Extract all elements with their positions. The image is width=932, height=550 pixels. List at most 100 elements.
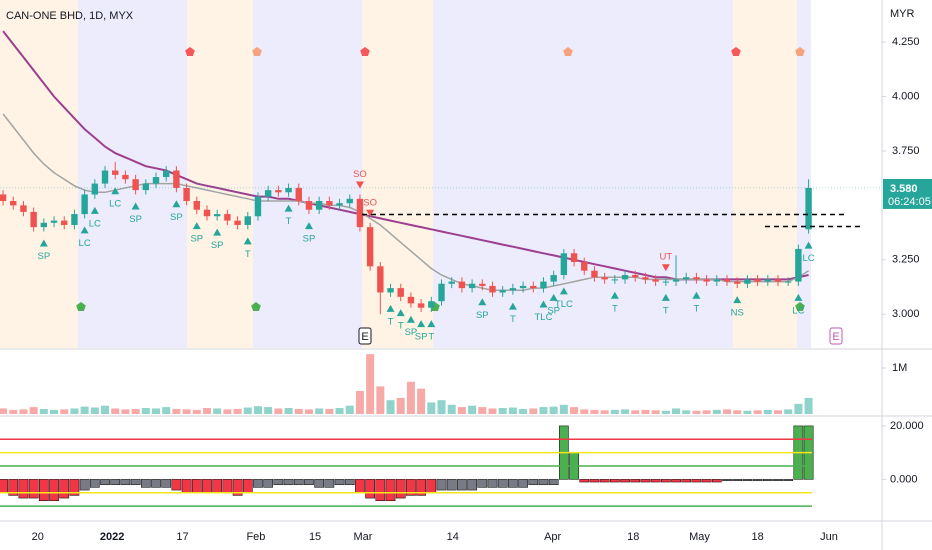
volume-bar	[90, 407, 99, 414]
candle-body	[224, 214, 231, 221]
candle-body	[581, 261, 588, 271]
band	[433, 0, 733, 348]
candle-body	[784, 281, 792, 283]
signal-triangle	[406, 315, 415, 323]
x-tick-label: 17	[176, 531, 188, 543]
signal-triangle	[549, 293, 558, 301]
candle-body	[734, 281, 741, 284]
signal-triangle	[80, 226, 89, 234]
indicator-bar	[334, 479, 345, 485]
volume-bar	[9, 409, 18, 414]
signal-triangle	[661, 264, 670, 272]
candle-body	[601, 277, 608, 280]
signal-label: SP	[190, 234, 203, 245]
volume-bar	[559, 404, 568, 414]
indicator-bar	[477, 479, 488, 488]
signal-label: NS	[731, 308, 744, 319]
x-tick-label: 15	[309, 531, 321, 543]
signal-label: T	[694, 303, 700, 314]
chart-title: CAN-ONE BHD, 1D, MYX	[6, 10, 134, 22]
candle-body	[254, 196, 262, 217]
indicator-bar	[579, 479, 590, 483]
alert-icon	[251, 302, 261, 311]
signal-label: LC	[803, 253, 815, 264]
indicator-bar	[752, 479, 763, 481]
indicator-bar	[130, 479, 141, 485]
signal-triangle	[804, 241, 813, 249]
indicator-bar	[191, 479, 202, 493]
signal-label: T	[428, 332, 434, 343]
volume-bar	[284, 408, 293, 414]
indicator-bar	[548, 479, 559, 485]
x-tick-label: 2022	[100, 531, 124, 543]
volume-bar	[335, 408, 344, 414]
signal-label: T	[388, 316, 394, 327]
candle-body	[315, 201, 323, 210]
indicator-bar	[650, 479, 661, 483]
candle-body	[560, 253, 568, 276]
candle-body	[672, 279, 680, 282]
y-tick-label: 3.750	[892, 145, 920, 157]
x-tick-label: May	[689, 531, 710, 543]
candle-body	[326, 201, 333, 206]
indicator-bar	[711, 479, 722, 483]
volume-bar	[233, 408, 242, 414]
indicator-bar	[0, 479, 8, 493]
indicator-bar	[446, 479, 457, 491]
candle-body	[540, 281, 547, 289]
volume-bar	[468, 405, 477, 414]
candle-body	[795, 248, 802, 282]
volume-bar	[570, 407, 579, 414]
x-tick-label: Mar	[354, 531, 373, 543]
volume-bar	[784, 409, 793, 414]
candle-body	[61, 220, 68, 225]
volume-bar	[162, 407, 171, 414]
volume-bar	[396, 397, 405, 414]
signal-label: LC	[792, 305, 804, 316]
candle-body	[693, 277, 700, 280]
signal-triangle	[386, 304, 395, 312]
indicator-bar	[722, 479, 732, 481]
volume-bar	[763, 409, 772, 414]
candle-body	[81, 194, 88, 215]
indicator-bar	[212, 479, 223, 493]
candle-body	[366, 227, 374, 267]
indicator-bar	[355, 479, 365, 493]
indicator-bar	[518, 479, 528, 488]
candle-body	[499, 290, 506, 293]
volume-bar	[304, 409, 313, 414]
indicator-bar	[28, 479, 39, 499]
candle-body	[397, 288, 404, 297]
volume-bar	[80, 406, 89, 414]
indicator-bar	[89, 479, 100, 488]
candle-body	[30, 211, 37, 228]
candle-body	[570, 253, 578, 262]
signal-label: LC	[109, 199, 121, 210]
candle-body	[642, 277, 649, 280]
volume-bar	[345, 405, 354, 414]
currency: MYR	[890, 8, 915, 20]
alert-icon	[795, 47, 805, 56]
candle-body	[152, 177, 160, 184]
candle-body	[20, 205, 27, 212]
candle-body	[377, 266, 384, 293]
volume-bar	[366, 354, 375, 414]
alert-icon	[185, 47, 195, 56]
indicator-bar	[671, 479, 681, 483]
x-tick-label: 20	[32, 531, 44, 543]
indicator-bar	[660, 479, 671, 483]
candle-body	[346, 198, 353, 204]
band	[253, 0, 362, 348]
volume-bar	[315, 408, 324, 414]
signal-triangle	[131, 202, 140, 210]
indicator-bar	[293, 479, 304, 485]
indicator-bar	[79, 479, 90, 491]
indicator-bar	[589, 479, 600, 483]
signal-label: SP	[211, 240, 224, 251]
x-tick-label: 18	[751, 531, 763, 543]
volume-bar	[621, 409, 630, 414]
volume-bar	[447, 404, 456, 414]
indicator-bar	[701, 479, 712, 483]
candle-body	[244, 216, 251, 225]
candle-body	[285, 187, 292, 193]
